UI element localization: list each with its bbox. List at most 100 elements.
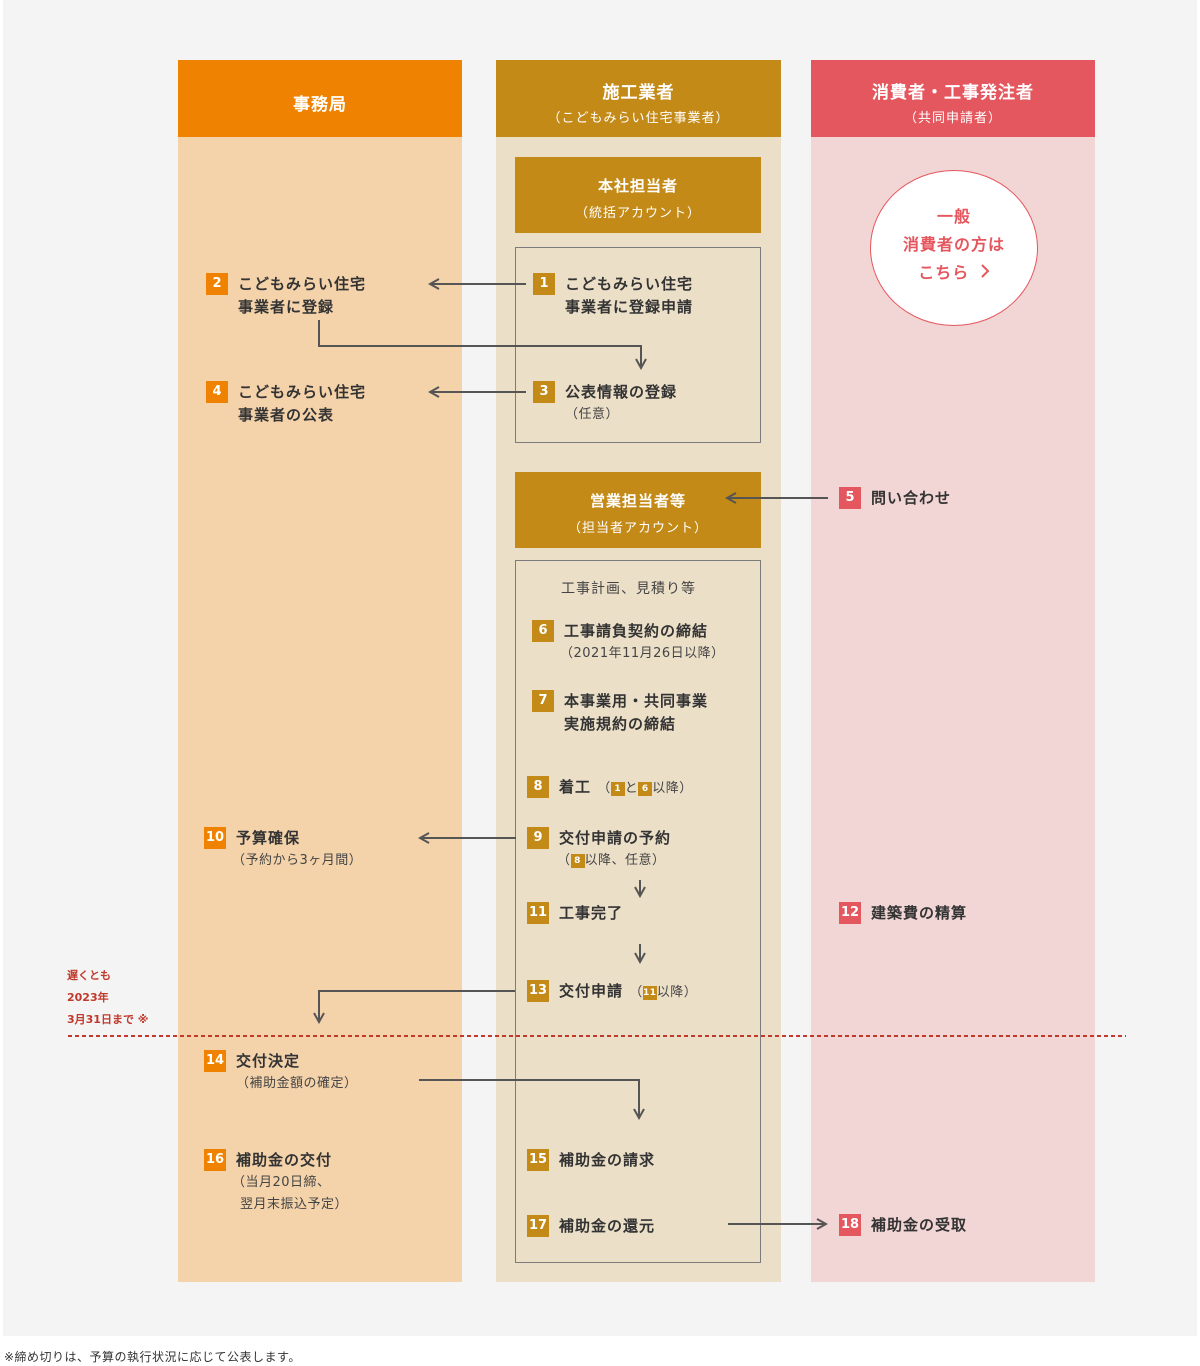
step-15: 15 補助金の請求 (527, 1149, 655, 1172)
step-number: 3 (533, 381, 555, 403)
step-label: 補助金の請求 (559, 1151, 656, 1169)
step-label-2: 事業者の公表 (238, 406, 335, 424)
step-16: 16 補助金の交付 （当月20日締、翌月末振込予定） (204, 1149, 348, 1216)
step-number: 7 (532, 690, 554, 712)
office-lane (178, 60, 462, 1282)
step-label: 工事完了 (559, 904, 624, 922)
step-13: 13 交付申請 （11以降） (527, 980, 697, 1004)
step-number: 6 (532, 620, 554, 642)
note-after: 以降） (656, 985, 698, 1000)
step-label: 公表情報の登録 (565, 383, 678, 401)
step-number: 2 (206, 273, 228, 295)
step-number: 16 (204, 1149, 226, 1171)
step-note: （任意） (565, 407, 620, 422)
step-label: 本事業用・共同事業 (564, 692, 709, 710)
sales-steps-box (515, 560, 761, 1263)
ref-badge: 8 (570, 853, 585, 868)
step-number: 18 (839, 1214, 861, 1236)
step-10: 10 予算確保 （予約から3ヶ月間） (204, 827, 362, 872)
step-label-2: 事業者に登録 (238, 298, 335, 316)
step-label: 建築費の精算 (871, 904, 968, 922)
builder-lane-subtitle: （こどもみらい住宅事業者） (547, 111, 730, 126)
step-note: （予約から3ヶ月間） (232, 853, 363, 868)
step-1: 1 こどもみらい住宅 事業者に登録申請 (533, 273, 693, 319)
paren: （ (597, 781, 611, 796)
step-2: 2 こどもみらい住宅 事業者に登録 (206, 273, 366, 319)
paren: （ (557, 853, 571, 868)
step-label: 補助金の交付 (236, 1151, 333, 1169)
planning-note: 工事計画、見積り等 (561, 581, 696, 597)
step-number: 14 (204, 1050, 226, 1072)
step-number: 8 (527, 776, 549, 798)
step-label: 補助金の還元 (559, 1217, 656, 1235)
step-label: こどもみらい住宅 (238, 275, 367, 293)
ref-badge: 11 (642, 985, 657, 1000)
step-number: 1 (533, 273, 555, 295)
step-label: 問い合わせ (871, 489, 952, 507)
step-number: 11 (527, 902, 549, 924)
chevron-right-icon (980, 259, 990, 287)
arrow-2-to-3 (318, 320, 641, 368)
step-number: 17 (527, 1215, 549, 1237)
step-label-2: 事業者に登録申請 (565, 298, 694, 316)
deadline-note: 遅くとも 2023年 3月31日まで ※ (67, 965, 149, 1031)
hq-account-subtitle: （統括アカウント） (574, 206, 701, 221)
arrow-14-to-15 (419, 1079, 639, 1118)
step-number: 9 (527, 827, 549, 849)
step-number: 12 (839, 902, 861, 924)
arrow-13-to-14 (319, 990, 515, 1022)
office-lane-title: 事務局 (293, 95, 347, 115)
step-number: 13 (527, 980, 549, 1002)
note-after: 以降） (652, 781, 693, 796)
step-number: 10 (204, 827, 226, 849)
step-number: 15 (527, 1149, 549, 1171)
step-9: 9 交付申請の予約 （8 以降、任意） (527, 827, 671, 872)
step-5: 5 問い合わせ (839, 487, 951, 510)
consumer-lane-subtitle: （共同申請者） (903, 111, 1002, 126)
step-label: 交付申請の予約 (559, 829, 672, 847)
step-note: （当月20日締、 (232, 1175, 331, 1190)
step-number: 4 (206, 381, 228, 403)
builder-lane-header: 施工業者 （こどもみらい住宅事業者） (496, 60, 781, 137)
step-label: 工事請負契約の締結 (564, 622, 709, 640)
step-11: 11 工事完了 (527, 902, 623, 925)
deadline-line2: 2023年 (67, 991, 109, 1004)
step-7: 7 本事業用・共同事業 実施規約の締結 (532, 690, 708, 736)
note-after: 以降、任意） (584, 853, 666, 868)
step-label: 補助金の受取 (871, 1216, 968, 1234)
deadline-line1: 遅くとも (67, 969, 111, 982)
consumer-link-line1: 一般 (936, 207, 971, 226)
sales-account-subtitle: （担当者アカウント） (567, 521, 708, 536)
step-note: （8 以降、任意） (557, 850, 671, 872)
step-number: 5 (839, 487, 861, 509)
step-label-2: 実施規約の締結 (564, 715, 677, 733)
sales-account-title: 営業担当者等 (589, 492, 686, 510)
general-consumer-link[interactable]: 一般 消費者の方は こちら (870, 170, 1038, 326)
step-3: 3 公表情報の登録 （任意） (533, 381, 677, 426)
hq-account-title: 本社担当者 (597, 177, 678, 195)
step-note: （2021年11月26日以降） (560, 646, 725, 661)
conjunction: と (624, 781, 639, 796)
step-note: （補助金額の確定） (236, 1076, 358, 1091)
footnote: ※締め切りは、予算の執行状況に応じて公表します。 (4, 1350, 301, 1364)
step-18: 18 補助金の受取 (839, 1214, 967, 1237)
step-4: 4 こどもみらい住宅 事業者の公表 (206, 381, 366, 427)
office-lane-header: 事務局 (178, 60, 462, 137)
step-note-2: 翌月末振込予定） (240, 1197, 349, 1212)
paren: （ (629, 985, 643, 1000)
consumer-lane-header: 消費者・工事発注者 （共同申請者） (811, 60, 1095, 137)
consumer-lane-title: 消費者・工事発注者 (872, 83, 1034, 103)
step-label: こどもみらい住宅 (565, 275, 694, 293)
sales-account-header: 営業担当者等 （担当者アカウント） (515, 472, 761, 548)
consumer-link-line2: 消費者の方は (902, 235, 1005, 254)
ref-badge: 6 (638, 781, 653, 796)
step-6: 6 工事請負契約の締結 （2021年11月26日以降） (532, 620, 725, 665)
step-17: 17 補助金の還元 (527, 1215, 655, 1238)
step-label: こどもみらい住宅 (238, 383, 367, 401)
step-label: 着工 (559, 778, 592, 796)
consumer-link-line3: こちら (918, 263, 970, 282)
step-8: 8 着工 （1 と 6 以降） (527, 776, 693, 800)
step-14: 14 交付決定 （補助金額の確定） (204, 1050, 358, 1095)
step-label: 交付申請 (559, 982, 624, 1000)
